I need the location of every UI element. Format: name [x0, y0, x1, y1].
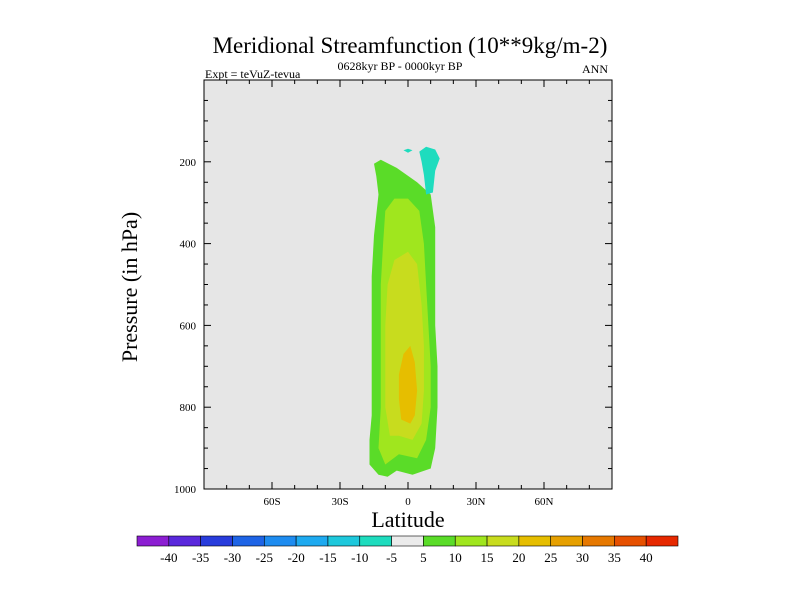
- colorbar-label: 5: [420, 550, 427, 565]
- y-tick-label: 600: [180, 320, 197, 332]
- colorbar-swatch: [136, 535, 170, 547]
- colorbar-swatch: [327, 535, 361, 547]
- contour-region-5: [403, 148, 413, 153]
- experiment-label: Expt = teVuZ-tevua: [205, 67, 301, 81]
- colorbar-label: 20: [512, 550, 525, 565]
- colorbar-swatch: [550, 535, 583, 547]
- y-tick-label: 400: [180, 239, 197, 251]
- contour-fills: [369, 146, 440, 477]
- colorbar-swatch: [486, 535, 520, 547]
- colorbar-swatch: [518, 535, 552, 547]
- colorbar-swatch: [391, 535, 424, 547]
- colorbar-swatch: [582, 535, 615, 547]
- colorbar-swatch: [614, 535, 647, 547]
- colorbar-swatch: [645, 535, 679, 547]
- colorbar-label: -35: [192, 550, 209, 565]
- colorbar-label: -5: [386, 550, 397, 565]
- colorbar-label: 10: [449, 550, 462, 565]
- x-tick-label: 30N: [467, 496, 486, 508]
- colorbar-swatch: [295, 535, 329, 547]
- colorbar-label: -40: [160, 550, 177, 565]
- colorbar-label: 30: [576, 550, 589, 565]
- colorbar-label: 15: [481, 550, 494, 565]
- colorbar-label: -10: [351, 550, 368, 565]
- colorbar-label: -15: [319, 550, 336, 565]
- colorbar-label: 25: [544, 550, 557, 565]
- y-tick-label: 200: [180, 157, 197, 169]
- colorbar-swatch: [359, 535, 392, 547]
- colorbar-label: -20: [287, 550, 304, 565]
- y-tick-label: 1000: [174, 484, 197, 496]
- colorbar-swatch: [232, 535, 265, 547]
- time-period-label: 0628kyr BP - 0000kyr BP: [338, 59, 463, 73]
- chart-title: Meridional Streamfunction (10**9kg/m-2): [213, 33, 608, 58]
- contour-region-4: [419, 146, 440, 195]
- colorbar-label: 40: [640, 550, 653, 565]
- colorbar-swatch: [423, 535, 456, 547]
- season-label: ANN: [582, 62, 608, 76]
- x-tick-label: 60S: [263, 496, 280, 508]
- x-axis-title: Latitude: [371, 507, 444, 532]
- colorbar: -40 -35 -30 -25 -20 -15 -10 -5 5 10 15 20 25 30 35 40: [136, 535, 679, 565]
- x-tick-label: 30S: [331, 496, 348, 508]
- colorbar-swatch: [454, 535, 488, 547]
- x-tick-label: 0: [405, 496, 411, 508]
- colorbar-swatch: [263, 535, 297, 547]
- colorbar-swatch: [168, 535, 201, 547]
- contour-region-3: [398, 345, 418, 424]
- colorbar-label: -25: [256, 550, 273, 565]
- colorbar-label: 35: [608, 550, 621, 565]
- colorbar-swatch: [200, 535, 233, 547]
- colorbar-label: -30: [224, 550, 241, 565]
- x-tick-label: 60N: [535, 496, 554, 508]
- y-tick-label: 800: [180, 402, 197, 414]
- y-axis-title: Pressure (in hPa): [117, 212, 142, 362]
- axes: 60S 30S 0 30N 60N 200 400 600 800 1000: [174, 80, 612, 508]
